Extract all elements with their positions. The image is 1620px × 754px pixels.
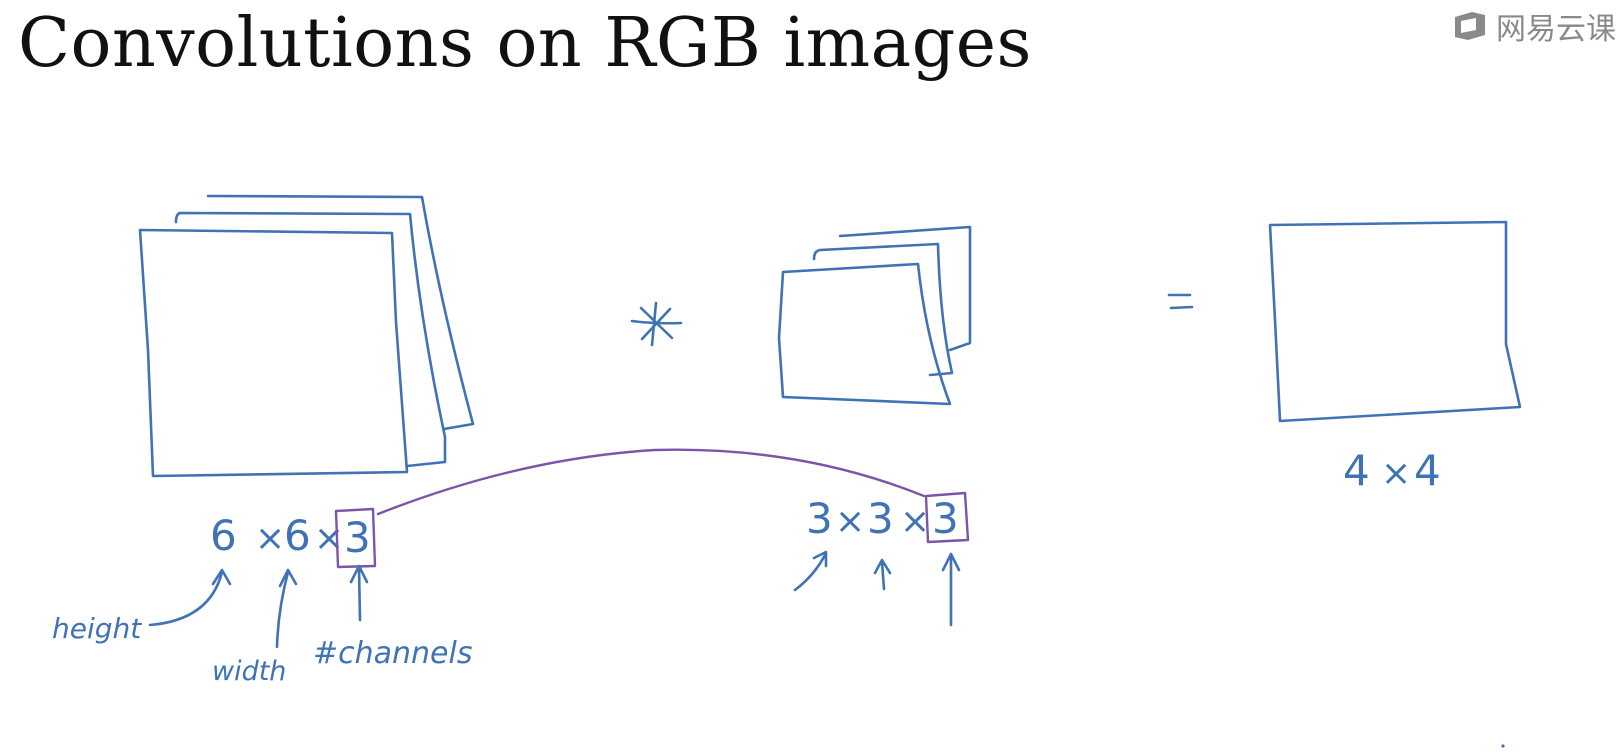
height-arrow [150,570,230,625]
input-channel-front [140,230,407,476]
output-matrix [1270,222,1520,421]
output-dimensions: 4 × 4 [1343,446,1441,495]
convolve-operator [632,303,681,345]
equals-operator [1169,295,1192,308]
input-dimensions: 6 × 6 × 3 [210,509,375,567]
input-width-value: 6 [284,511,311,560]
channels-arrow [351,566,367,620]
input-times-2: × [314,518,344,559]
filter-annotation-arrows [795,552,959,625]
filter-width-value: 3 [867,494,894,543]
filter-height-arrow [795,552,826,590]
filter-times-1: × [835,501,865,542]
input-volume [140,196,473,476]
width-arrow [277,570,296,647]
input-height-value: 6 [210,511,237,560]
input-channels-value: 3 [344,513,371,562]
height-annotation: height [52,612,142,645]
output-width-value: 4 [1414,446,1441,495]
filter-width-arrow [875,560,890,589]
filter-height-value: 3 [806,494,833,543]
input-times-1: × [255,518,285,559]
filter-channels-value: 3 [932,494,959,543]
stray-ink-dot [1501,744,1504,747]
filter-channel-front [779,264,950,404]
input-annotation-arrows [150,566,367,647]
filter-volume [779,227,970,404]
filter-channels-arrow [943,554,959,625]
channels-annotation: #channels [313,636,472,671]
filter-dimensions: 3 × 3 × 3 [806,493,968,543]
output-times: × [1381,453,1411,494]
filter-channel-middle [814,244,952,375]
width-annotation: width [212,656,286,687]
output-height-value: 4 [1343,446,1370,495]
